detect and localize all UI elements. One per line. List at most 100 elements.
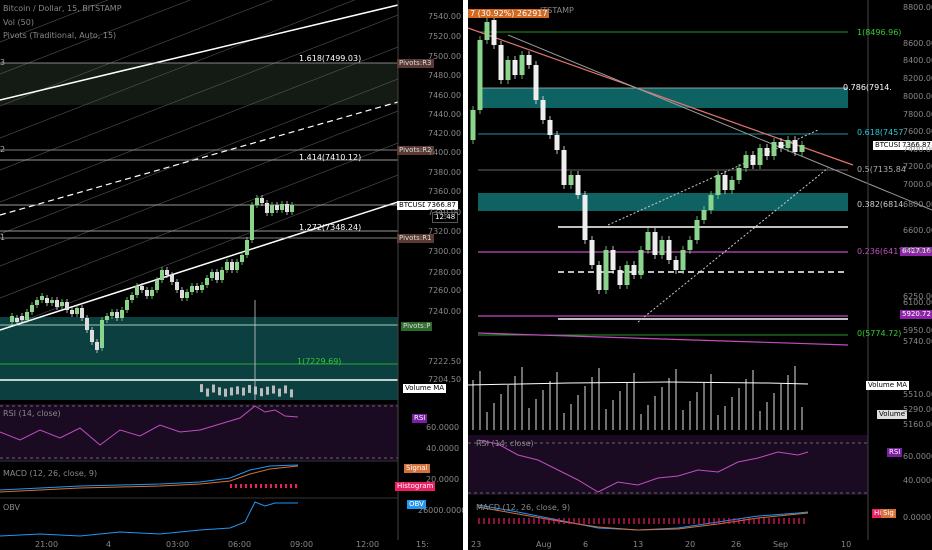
rfib-0382: 0.382(6814. [857, 200, 906, 209]
header-exchange: ITSTAMP [540, 6, 574, 15]
right-candle [653, 232, 658, 255]
left-time-label: 09:00 [290, 540, 313, 549]
right-macd-axis: 0.0000 [903, 513, 931, 522]
left-chart-pane[interactable]: Bitcoin / Dollar, 15, BITSTAMP Vol (50) … [0, 0, 463, 550]
right-price-label: 6600.00 [903, 226, 932, 235]
right-candle [499, 45, 504, 80]
left-candle [60, 302, 64, 306]
volume-indicator-title: Vol (50) [3, 18, 34, 27]
left-candle [195, 286, 199, 290]
left-volume-bar [230, 387, 233, 395]
macd-histogram-bar [235, 484, 237, 488]
right-candle [702, 210, 707, 220]
left-candle [155, 280, 159, 290]
level-tag-5920: 5920.72 [900, 310, 932, 319]
right-candle [527, 55, 532, 65]
rmacd-hist [768, 518, 770, 524]
left-candle [40, 296, 44, 300]
left-candle [230, 262, 234, 270]
rmacd-hist [548, 518, 550, 524]
right-candle [786, 140, 791, 148]
left-volume-bar [224, 389, 227, 397]
right-chart-pane[interactable]: 7 (30.92%) 262917 ITSTAMP 1(8496.96) 0.7… [468, 0, 932, 550]
right-price-label: 5160.00 [903, 420, 932, 429]
rmacd-hist [708, 518, 710, 524]
left-chart-canvas[interactable] [0, 0, 463, 550]
rmacd-hist [518, 518, 520, 524]
rmacd-hist [698, 518, 700, 524]
right-candle [639, 250, 644, 275]
right-candle [737, 168, 742, 180]
left-candle [90, 330, 94, 342]
left-price-label: 7204.50 [428, 375, 461, 384]
macd-histogram-bar [290, 484, 292, 488]
rmacd-hist [753, 518, 755, 524]
right-price-label: 5510.00 [903, 390, 932, 399]
right-candle [555, 135, 560, 150]
left-candle [270, 205, 274, 213]
left-candle [145, 290, 149, 296]
macd-signal-tag: Signal [404, 464, 430, 473]
right-candle [492, 20, 497, 45]
right-price-label: 6100.00 [903, 298, 932, 307]
left-time-label: 21:00 [35, 540, 58, 549]
right-price-label: 5740.00 [903, 337, 932, 346]
zone-0382 [478, 193, 848, 211]
rmacd-hist [733, 518, 735, 524]
left-candle [30, 305, 34, 312]
left-price-label: 7260.00 [428, 286, 461, 295]
rmacd-hist [758, 518, 760, 524]
left-price-label: 7500.00 [428, 52, 461, 61]
right-price-label: 7400.00 [903, 145, 932, 154]
right-price-label: 6400.00 [903, 246, 932, 255]
rrsi-tag: RSI [887, 448, 902, 457]
left-candle [45, 298, 49, 303]
rmacd-hist [498, 518, 500, 524]
rmacd-hist [633, 518, 635, 524]
rmacd-hist [583, 518, 585, 524]
macd-title: MACD (12, 26, close, 9) [3, 469, 97, 478]
rmacd-hist [558, 518, 560, 524]
left-candle [150, 290, 154, 296]
rmacd-hist [563, 518, 565, 524]
right-candle [506, 60, 511, 80]
rmacd-hist [593, 518, 595, 524]
left-candle [85, 318, 89, 330]
rmacd-hist [673, 518, 675, 524]
left-candle [35, 300, 39, 305]
rmacd-hist [528, 518, 530, 524]
right-price-label: 6800.00 [903, 200, 932, 209]
left-price-label: 7300.00 [428, 247, 461, 256]
right-candle [597, 265, 602, 290]
right-candle [569, 175, 574, 185]
rmacd-hist [693, 518, 695, 524]
rmacd-hist [763, 518, 765, 524]
rmacd-hist [493, 518, 495, 524]
right-candle [562, 150, 567, 185]
left-volume-bar [242, 388, 245, 396]
left-candle [70, 310, 74, 314]
rmacd-hist [788, 518, 790, 524]
rfib-0236: 0.236(6417. [857, 247, 906, 256]
left-time-label: 12:00 [356, 540, 379, 549]
left-time-label: 03:00 [166, 540, 189, 549]
right-price-label: 7800.00 [903, 110, 932, 119]
macd-histogram-bar [280, 484, 282, 488]
left-candle [290, 205, 294, 212]
left-candle [50, 300, 54, 303]
right-candle [695, 220, 700, 240]
right-time-label: 13 [633, 540, 643, 549]
rrsi-title: RSI (14, close) [476, 439, 534, 448]
right-rsi-axis: 40.0000 [903, 476, 932, 485]
left-candle [65, 302, 69, 310]
left-candle [135, 286, 139, 295]
rfib-0618: 0.618(7457. [857, 128, 906, 137]
rmacd-hist [538, 518, 540, 524]
left-candle [110, 312, 114, 316]
macd-histogram-bar [255, 484, 257, 488]
left-candle [130, 295, 134, 300]
right-candle [513, 60, 518, 75]
left-candle [200, 285, 204, 290]
macd-histogram-bar [245, 484, 247, 488]
left-volume-bar [236, 386, 239, 394]
